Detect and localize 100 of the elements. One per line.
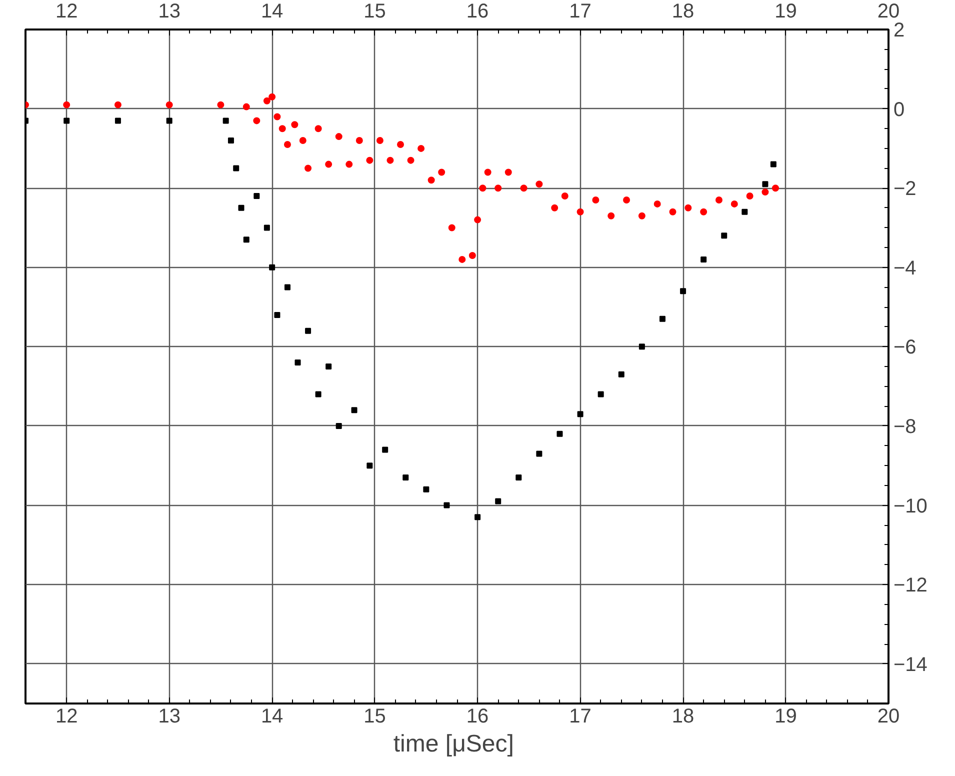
point: [598, 391, 604, 398]
point: [356, 137, 363, 144]
point: [299, 137, 306, 144]
point: [561, 192, 568, 200]
point: [366, 156, 374, 164]
x2-tick-label: 16: [466, 0, 489, 22]
point: [592, 196, 600, 204]
point: [263, 97, 270, 104]
point: [468, 252, 476, 259]
point: [351, 407, 358, 414]
point: [336, 422, 342, 429]
x-tick-label: 18: [672, 706, 694, 728]
point: [504, 168, 512, 176]
y-tick-label: 0: [894, 98, 905, 121]
point: [474, 514, 481, 520]
point: [458, 256, 466, 263]
point: [396, 140, 404, 148]
point: [407, 156, 414, 164]
point: [623, 196, 630, 204]
x2-tick-label: 19: [774, 0, 797, 22]
point: [315, 391, 322, 398]
point: [346, 160, 353, 168]
point: [284, 284, 290, 290]
point: [479, 184, 486, 192]
point: [423, 486, 430, 492]
x2-tick-label: 14: [260, 0, 284, 22]
x-tick-label: 20: [877, 706, 900, 728]
x-tick-label: 17: [569, 706, 592, 728]
point: [305, 328, 312, 334]
point: [269, 264, 276, 270]
point: [238, 204, 244, 211]
point: [63, 101, 70, 108]
point: [680, 288, 686, 294]
y-tick-label: −14: [894, 654, 928, 676]
point: [274, 312, 280, 318]
point: [746, 192, 754, 200]
point: [495, 498, 502, 504]
point: [742, 208, 748, 215]
point: [551, 204, 558, 212]
y-tick-label: −10: [894, 495, 928, 518]
point: [114, 101, 122, 108]
point: [638, 344, 645, 350]
point: [428, 176, 435, 184]
point: [274, 113, 281, 120]
point: [376, 137, 384, 144]
x-tick-label: 12: [55, 706, 78, 728]
x-tick-label: 16: [466, 706, 489, 728]
point: [291, 121, 298, 128]
point: [700, 256, 707, 262]
point: [314, 125, 322, 132]
point: [770, 161, 776, 168]
point: [438, 168, 446, 176]
point: [254, 193, 260, 200]
y-tick-label: 2: [894, 20, 905, 42]
point: [730, 200, 738, 208]
point: [608, 212, 615, 220]
x-axis-title: time [μSec]: [393, 730, 514, 758]
point: [772, 184, 779, 192]
point: [114, 118, 121, 124]
point: [700, 208, 708, 216]
point: [576, 208, 584, 216]
point: [669, 208, 676, 216]
x2-tick-label: 13: [158, 0, 180, 22]
y-tick-label: −12: [894, 574, 928, 597]
y-tick-label: −4: [894, 257, 916, 280]
point: [444, 502, 450, 508]
point: [382, 446, 388, 453]
x-tick-label: 19: [774, 706, 797, 728]
x2-tick-label: 18: [672, 0, 694, 22]
point: [64, 118, 70, 124]
y-tick-label: −2: [894, 178, 916, 200]
point: [366, 462, 373, 469]
point: [253, 117, 260, 124]
point: [304, 164, 312, 172]
point: [217, 101, 224, 108]
x2-tick-label: 15: [364, 0, 386, 22]
y-tick-label: −6: [894, 336, 916, 359]
x-tick-label: 15: [364, 706, 386, 728]
point: [494, 184, 502, 192]
x-tick-label: 13: [158, 706, 180, 728]
point: [326, 364, 332, 370]
point: [386, 156, 394, 164]
point: [233, 165, 240, 172]
point: [721, 232, 728, 239]
x2-tick-label: 17: [569, 0, 592, 22]
y-tick-label: −8: [894, 416, 916, 438]
point: [335, 133, 342, 140]
point: [243, 236, 250, 243]
point: [166, 118, 172, 124]
point: [166, 101, 173, 108]
x2-tick-label: 20: [877, 0, 900, 22]
point: [556, 430, 563, 437]
point: [264, 224, 270, 231]
point: [536, 180, 543, 188]
point: [484, 168, 492, 176]
point: [228, 138, 234, 144]
point: [762, 181, 768, 188]
point: [402, 474, 409, 481]
point: [516, 474, 522, 481]
point: [448, 224, 456, 232]
